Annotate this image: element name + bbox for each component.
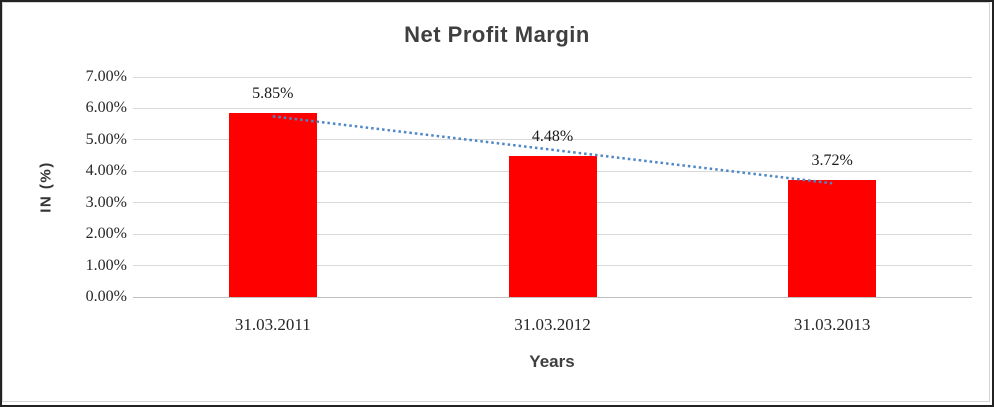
x-category-label: 31.03.2011 [234, 315, 311, 334]
y-tick-label: 1.00% [85, 256, 127, 274]
gridline [133, 107, 972, 109]
bar-value-label: 3.72% [811, 152, 853, 170]
bar-value-label: 4.48% [531, 128, 574, 146]
y-tick-label: 2.00% [85, 225, 127, 243]
x-axis-line [133, 296, 972, 298]
bar-31.03.2013[interactable] [788, 180, 877, 297]
x-category-label: 31.03.2012 [514, 315, 591, 334]
gridline [133, 76, 972, 78]
y-tick-label: 7.00% [85, 68, 127, 85]
y-tick-label: 5.00% [85, 130, 127, 148]
y-tick-label: 6.00% [85, 99, 127, 117]
bar-value-label: 5.85% [252, 85, 294, 103]
x-category-label: 31.03.2013 [793, 315, 871, 334]
bar-31.03.2012[interactable] [508, 156, 597, 297]
x-axis-title: Years [529, 352, 575, 371]
y-tick-label: 4.00% [85, 162, 127, 180]
chart-title: Net Profit Margin [404, 22, 590, 47]
bar-31.03.2011[interactable] [228, 113, 317, 297]
y-tick-label: 0.00% [85, 288, 127, 305]
y-tick-label: 3.00% [85, 193, 127, 211]
